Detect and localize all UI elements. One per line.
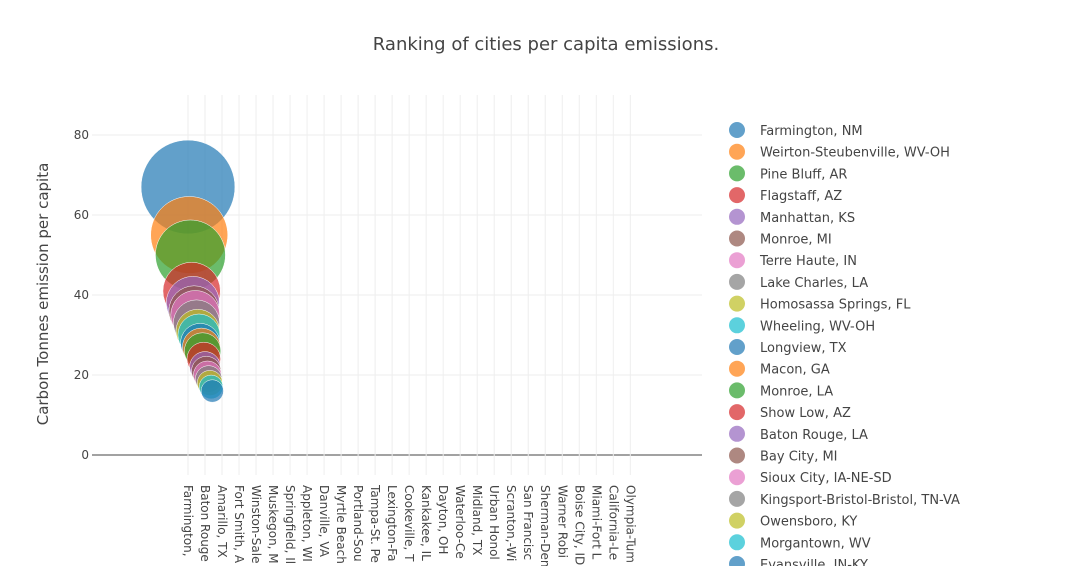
x-tick-label: Baton Rouge <box>198 485 212 562</box>
x-tick-label: Amarillo, TX <box>215 485 229 558</box>
x-tick-label: Waterloo-Ce <box>453 485 467 559</box>
legend-label[interactable]: Macon, GA <box>760 363 830 378</box>
x-tick-label: Danville, VA <box>317 485 331 558</box>
legend-label[interactable]: Wheeling, WV-OH <box>760 319 875 334</box>
legend-label[interactable]: Farmington, NM <box>760 124 863 139</box>
legend-label[interactable]: Sioux City, IA-NE-SD <box>760 471 892 486</box>
legend-label[interactable]: Show Low, AZ <box>760 406 851 421</box>
x-tick-label: California-Le <box>606 485 620 560</box>
legend-marker[interactable] <box>729 490 745 507</box>
bubble <box>200 379 224 403</box>
bubbles <box>140 139 236 403</box>
legend-marker[interactable] <box>729 143 745 160</box>
x-tick-label: Appleton, WI <box>300 485 314 562</box>
legend-marker[interactable] <box>729 165 745 182</box>
legend-label[interactable]: Evansville, IN-KY <box>760 558 868 566</box>
legend-marker[interactable] <box>729 425 745 442</box>
x-tick-label: Miami-Fort L <box>589 485 603 560</box>
legend-marker[interactable] <box>729 317 745 334</box>
x-tick-label: Scranton,-Wi <box>504 485 518 561</box>
legend: Farmington, NM Weirton-Steubenville, WV-O… <box>729 122 960 566</box>
legend-label[interactable]: Flagstaff, AZ <box>760 189 842 204</box>
x-tick-label: Fort Smith, A <box>232 485 246 564</box>
legend-label[interactable]: Kingsport-Bristol-Bristol, TN-VA <box>760 493 960 508</box>
y-tick-label: 20 <box>74 368 89 382</box>
legend-label[interactable]: Weirton-Steubenville, WV-OH <box>760 146 950 161</box>
x-tick-label: Springfield, Il <box>283 485 297 564</box>
legend-label[interactable]: Monroe, MI <box>760 233 832 248</box>
x-tick-label: Warner Robi <box>555 485 569 558</box>
legend-label[interactable]: Monroe, LA <box>760 384 833 399</box>
legend-marker[interactable] <box>729 122 745 138</box>
x-tick-label: Lexington-Fa <box>385 485 399 561</box>
x-tick-label: Midland, TX <box>470 485 484 555</box>
x-tick-label: San Francisc <box>521 485 535 560</box>
legend-label[interactable]: Baton Rouge, LA <box>760 428 868 443</box>
legend-label[interactable]: Pine Bluff, AR <box>760 167 847 182</box>
legend-marker[interactable] <box>729 534 745 551</box>
legend-marker[interactable] <box>729 404 745 421</box>
legend-marker[interactable] <box>729 339 745 355</box>
chart-title: Ranking of cities per capita emissions. <box>373 34 719 55</box>
legend-label[interactable]: Bay City, MI <box>760 450 838 465</box>
x-tick-label: Cookeville, T <box>402 485 416 562</box>
x-tick-label: Muskegon, M <box>266 485 280 564</box>
y-tick-label: 0 <box>81 448 89 462</box>
legend-label[interactable]: Lake Charles, LA <box>760 276 868 291</box>
legend-label[interactable]: Longview, TX <box>760 341 847 356</box>
legend-marker[interactable] <box>729 252 745 269</box>
x-tick-label: Dayton, OH <box>436 485 450 554</box>
x-tick-label: Urban Honol <box>487 485 501 560</box>
x-tick-label: Winston-Sale <box>249 485 263 563</box>
y-tick-label: 80 <box>74 128 89 142</box>
x-tick-label: Portland-Sou <box>351 485 365 562</box>
legend-marker[interactable] <box>729 382 745 399</box>
legend-marker[interactable] <box>729 556 745 566</box>
legend-marker[interactable] <box>729 273 745 290</box>
legend-marker[interactable] <box>729 208 745 225</box>
legend-marker[interactable] <box>729 230 745 247</box>
y-tick-label: 40 <box>74 288 89 302</box>
legend-marker[interactable] <box>729 187 745 204</box>
legend-marker[interactable] <box>729 447 745 464</box>
x-tick-label: Olympia-Tum <box>623 485 637 563</box>
x-tick-label: Farmington, <box>181 485 195 557</box>
legend-label[interactable]: Homosassa Springs, FL <box>760 298 911 313</box>
legend-marker[interactable] <box>729 360 745 377</box>
legend-label[interactable]: Morgantown, WV <box>760 536 871 551</box>
legend-label[interactable]: Terre Haute, IN <box>759 254 857 269</box>
x-tick-label: Tampa-St. Pe <box>368 484 382 563</box>
legend-marker[interactable] <box>729 295 745 312</box>
y-tick-label: 60 <box>74 208 89 222</box>
legend-label[interactable]: Manhattan, KS <box>760 211 855 226</box>
legend-marker[interactable] <box>729 512 745 529</box>
x-tick-label: Sherman-Den <box>538 485 552 566</box>
y-axis-title: Carbon Tonnes emission per capita <box>34 163 52 426</box>
x-tick-label: Boise City, ID <box>572 485 586 565</box>
x-tick-label: Kankakee, IL <box>419 485 433 561</box>
x-tick-label: Myrtle Beach <box>334 485 348 564</box>
legend-label[interactable]: Owensboro, KY <box>760 515 857 530</box>
legend-marker[interactable] <box>729 469 745 486</box>
